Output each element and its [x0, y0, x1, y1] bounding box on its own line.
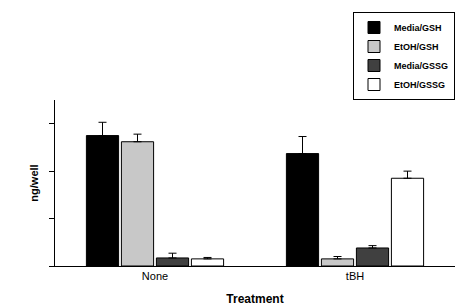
- svg-text:EtOH/GSSG: EtOH/GSSG: [394, 80, 445, 90]
- svg-text:Media/GSSG: Media/GSSG: [394, 61, 448, 71]
- svg-text:EtOH/GSH: EtOH/GSH: [394, 42, 439, 52]
- svg-text:Treatment: Treatment: [226, 292, 283, 306]
- svg-text:ng/well: ng/well: [28, 164, 40, 201]
- svg-text:tBH: tBH: [346, 270, 364, 282]
- svg-text:None: None: [142, 270, 168, 282]
- svg-text:Media/GSH: Media/GSH: [394, 23, 442, 33]
